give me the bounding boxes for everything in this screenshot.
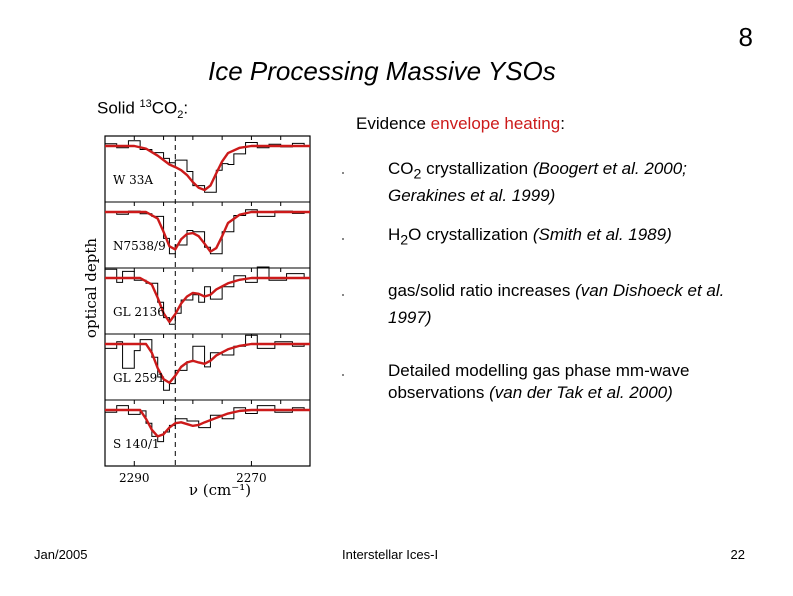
- evidence-suffix: :: [560, 114, 565, 133]
- bullet-dot: [342, 238, 344, 240]
- panel-label: N7538/9: [113, 239, 166, 253]
- evidence-item: gas/solid ratio increases (van Dishoeck …: [342, 280, 732, 360]
- figure-label: Solid 13CO2:: [97, 98, 188, 121]
- figure-label-prefix: Solid: [97, 98, 140, 118]
- model-curve-0: [105, 144, 310, 192]
- figure-label-suffix: :: [183, 98, 189, 118]
- panel-label: S 140/1: [113, 437, 160, 451]
- bullet-citation: (van der Tak et al. 2000): [489, 383, 673, 402]
- panel-label: GL 2591: [113, 371, 165, 385]
- evidence-item: Detailed modelling gas phase mm-wave obs…: [342, 360, 732, 409]
- bullet-dot: [342, 172, 344, 174]
- bullet-subscript: 2: [413, 166, 422, 183]
- footer-page: 22: [730, 547, 745, 562]
- evidence-list: CO2 crystallization (Boogert et al. 2000…: [342, 158, 732, 409]
- model-curve-2: [105, 276, 310, 324]
- bullet-text: gas/solid ratio increases: [388, 281, 576, 300]
- evidence-item: CO2 crystallization (Boogert et al. 2000…: [342, 158, 732, 224]
- bullet-text: Detailed modelling gas phase mm-wave obs…: [388, 361, 690, 402]
- bullet-citation: (van Dishoeck et al. 1997): [388, 281, 725, 328]
- model-curve-4: [105, 408, 310, 438]
- slide-title: Ice Processing Massive YSOs: [208, 56, 556, 86]
- model-curve-3: [105, 342, 310, 384]
- model-curve-1: [105, 210, 310, 253]
- spectra-chart: optical depth ν (cm⁻¹) W 33A N7538/9 GL 21…: [82, 135, 311, 499]
- observed-spectrum-1: [105, 209, 305, 255]
- bullet-text: CO: [388, 159, 414, 178]
- bullet-citation: (Boogert et al. 2000; Gerakines et al. 1…: [388, 159, 687, 206]
- evidence-heading: Evidence envelope heating:: [356, 114, 565, 134]
- bullet-text: H: [388, 225, 401, 244]
- evidence-highlight: envelope heating: [430, 114, 561, 133]
- bullet-dot: [342, 374, 344, 376]
- bullet-subscript: 2: [400, 232, 409, 249]
- bullet-citation: (Smith et al. 1989): [532, 225, 672, 244]
- bullet-dot: [342, 294, 344, 296]
- footer-date: Jan/2005: [34, 547, 88, 562]
- bullet-text-post: crystallization: [421, 159, 533, 178]
- y-axis-label: optical depth: [82, 238, 100, 338]
- x-tick-label: 2270: [236, 471, 267, 485]
- panel-label: GL 2136: [113, 305, 165, 319]
- footer-course: Interstellar Ices-I: [342, 547, 439, 562]
- evidence-item: H2O crystallization (Smith et al. 1989): [342, 224, 732, 280]
- x-axis-label: ν (cm⁻¹): [189, 481, 251, 499]
- slide-number: 8: [738, 22, 753, 52]
- bullet-text-post: O crystallization: [408, 225, 533, 244]
- panel-label: W 33A: [113, 173, 153, 187]
- x-tick-label: 2290: [119, 471, 150, 485]
- plot-frame: [104, 135, 311, 467]
- figure-label-molecule: CO: [151, 98, 178, 118]
- figure-label-subscript: 2: [177, 109, 184, 122]
- evidence-prefix: Evidence: [356, 114, 431, 133]
- figure-label-isotope: 13: [139, 98, 152, 110]
